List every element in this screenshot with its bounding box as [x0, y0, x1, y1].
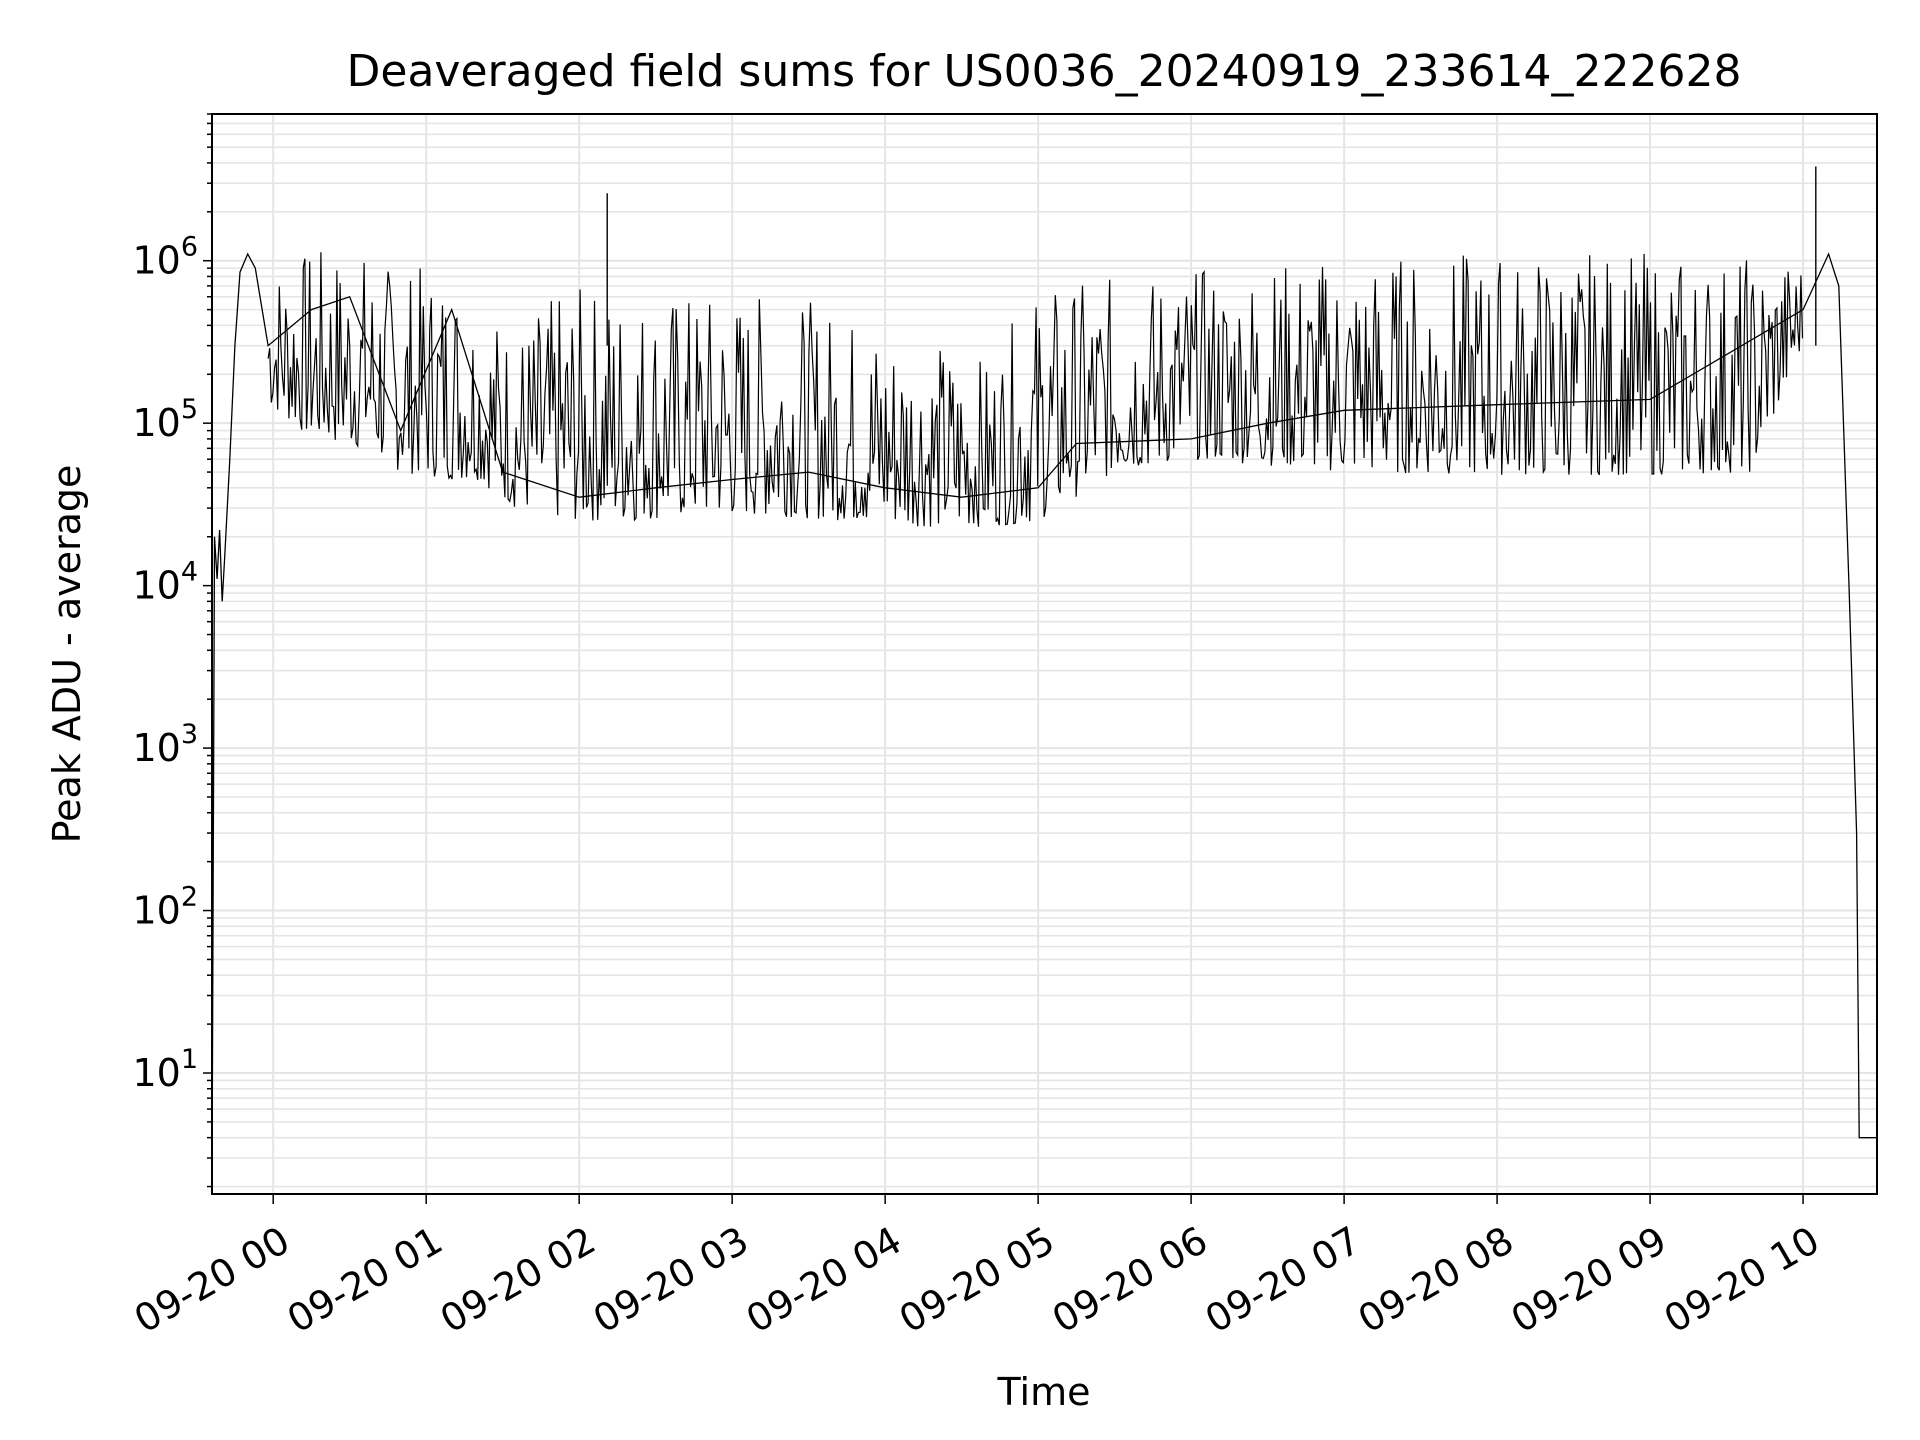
- y-tick-exponent: 4: [181, 557, 198, 588]
- x-axis-label: Time: [997, 1370, 1091, 1414]
- y-tick-label: 105: [132, 394, 198, 445]
- y-tick-base: 10: [132, 889, 180, 933]
- y-tick-base: 10: [132, 564, 180, 608]
- series-line-trend: [212, 252, 1877, 1187]
- y-tick-exponent: 6: [181, 232, 198, 263]
- y-tick-label: 102: [132, 882, 198, 933]
- y-tick-base: 10: [132, 401, 180, 445]
- y-tick-label: 104: [132, 557, 198, 608]
- y-tick-exponent: 2: [181, 882, 198, 913]
- y-tick-exponent: 1: [181, 1044, 198, 1075]
- y-tick-base: 10: [132, 239, 180, 283]
- y-axis-label: Peak ADU - average: [45, 465, 89, 844]
- y-tick-label: 106: [132, 232, 198, 283]
- chart-title: Deaveraged field sums for US0036_2024091…: [347, 46, 1742, 97]
- y-tick-label: 103: [132, 719, 198, 770]
- data-layer: [212, 166, 1877, 1187]
- y-tick-exponent: 5: [181, 394, 198, 425]
- y-tick-base: 10: [132, 726, 180, 770]
- series-line-dense: [267, 252, 1804, 527]
- y-tick-base: 10: [132, 1051, 180, 1095]
- plot-frame: [211, 113, 1878, 1195]
- y-tick-label: 101: [132, 1044, 198, 1095]
- y-tick-exponent: 3: [181, 719, 198, 750]
